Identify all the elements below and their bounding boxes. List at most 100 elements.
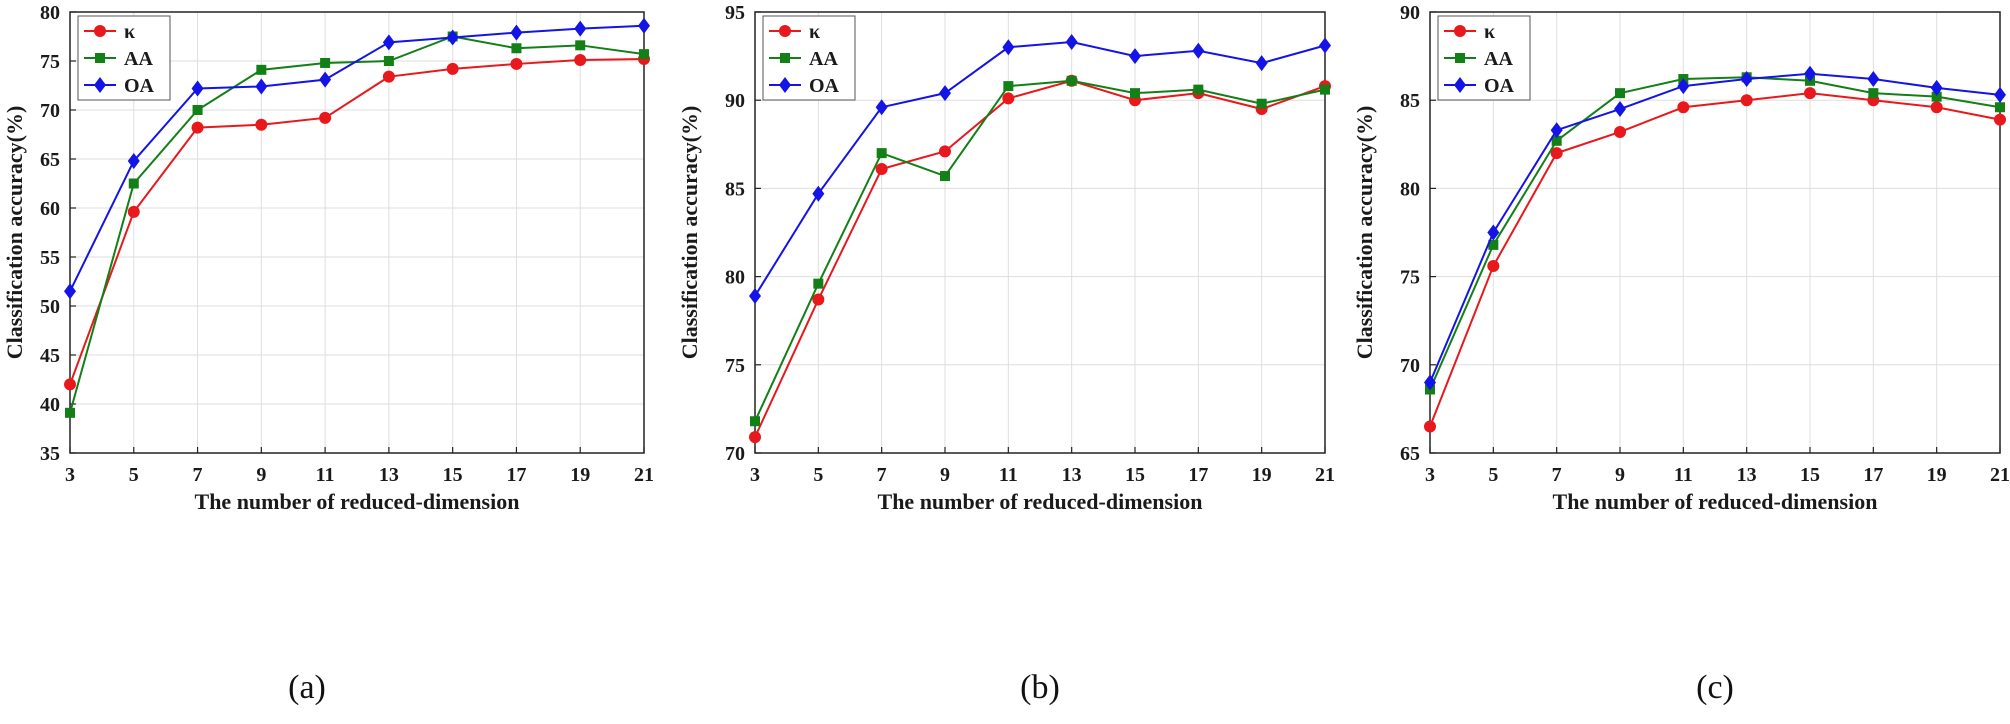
y-tick-label: 80 [40,2,60,24]
data-point [1868,88,1879,99]
legend-marker [780,53,790,63]
y-tick-label: 60 [40,198,60,220]
data-point [64,283,76,300]
y-tick-label: 75 [40,51,60,73]
x-tick-label: 3 [750,464,760,486]
legend-label: AA [809,48,838,70]
x-tick-label: 3 [1425,464,1435,486]
data-point [1424,374,1436,391]
legend-marker [1454,77,1466,93]
data-point [875,99,888,116]
data-point [1065,33,1078,50]
x-tick-label: 11 [999,464,1018,486]
x-tick-label: 11 [1674,464,1693,486]
data-point [1255,55,1268,72]
y-axis-label: Classification accuracy(%) [677,106,702,360]
data-point [1804,87,1816,100]
data-point [1804,65,1816,82]
data-point [940,171,950,182]
data-point [875,162,888,175]
plot-area-frame [69,11,645,454]
data-point [574,54,587,67]
legend-label: κ [124,21,135,43]
x-axis-label: The number of reduced-dimension [1553,489,1878,514]
data-point [1256,98,1267,109]
y-tick-label: 95 [725,2,745,24]
data-point [1740,71,1753,88]
data-point [382,70,395,83]
x-axis-label: The number of reduced-dimension [878,489,1203,514]
series-line-2 [754,40,1326,297]
data-point [192,105,203,115]
data-point [749,431,761,444]
x-tick-label: 21 [1990,464,2010,486]
x-tick-label: 19 [570,464,590,486]
data-point [1994,86,2006,103]
data-point [1487,224,1500,241]
x-tick-label: 15 [1125,464,1145,486]
data-point [255,118,268,131]
y-tick-label: 45 [40,345,60,367]
data-point [1677,78,1690,95]
series-line-0 [754,79,1326,438]
data-point [256,64,267,75]
data-point [319,111,332,124]
data-point [812,185,825,202]
data-point [511,43,522,54]
data-point [1931,91,1942,102]
series-line-0 [1429,92,2001,427]
data-point [1002,92,1015,105]
data-point [1677,101,1690,114]
series-line-2 [1429,72,2001,383]
x-tick-label: 3 [65,464,75,486]
x-tick-label: 9 [940,464,950,486]
x-tick-label: 5 [1488,464,1498,486]
y-axis-label: Classification accuracy(%) [2,106,27,360]
data-point [127,205,140,218]
data-point [1193,84,1204,95]
x-tick-label: 13 [379,464,399,486]
data-point [1488,239,1499,250]
chart-panel-b: 3 5 7 9 11 13 15 17 19 21 70 75 80 85 90 95 The number o… [677,2,1335,706]
data-point [812,293,825,306]
legend-marker [94,25,106,37]
x-tick-label: 17 [1863,464,1883,486]
legend: κ AA OA [1437,15,1531,101]
legend-marker [779,25,791,37]
x-tick-label: 15 [443,464,463,486]
x-tick-label: 17 [1188,464,1208,486]
data-point [1129,48,1141,65]
data-point [191,80,204,97]
y-tick-label: 70 [1400,355,1420,377]
data-point [320,57,331,68]
data-point [1550,122,1563,139]
legend-marker [94,77,106,93]
x-tick-label: 11 [316,464,335,486]
x-tick-label: 5 [813,464,823,486]
data-point [1994,113,2006,126]
data-point [1002,39,1015,56]
chart-panel-c: 3 5 7 9 11 13 15 17 19 21 65 70 75 80 85 90 The number o… [1352,2,2010,706]
data-point [1614,101,1626,118]
data-point [575,40,586,51]
data-point [1614,125,1626,138]
x-tick-label: 13 [1062,464,1082,486]
data-point [1130,88,1140,99]
data-point [510,24,523,41]
panel-caption: (a) [288,669,326,706]
x-tick-label: 21 [1315,464,1335,486]
data-point [128,178,139,189]
x-tick-label: 9 [256,464,266,486]
legend-marker [1455,53,1465,63]
data-point [446,29,459,46]
data-point [574,20,587,37]
data-point [1867,71,1880,88]
data-point [446,62,459,75]
legend-label: OA [124,75,155,97]
series-line-2 [69,24,645,292]
data-point [1320,84,1330,95]
x-axis-label: The number of reduced-dimension [195,489,520,514]
data-point [1930,79,1943,96]
x-tick-label: 21 [634,464,654,486]
legend-label: κ [1484,21,1495,43]
